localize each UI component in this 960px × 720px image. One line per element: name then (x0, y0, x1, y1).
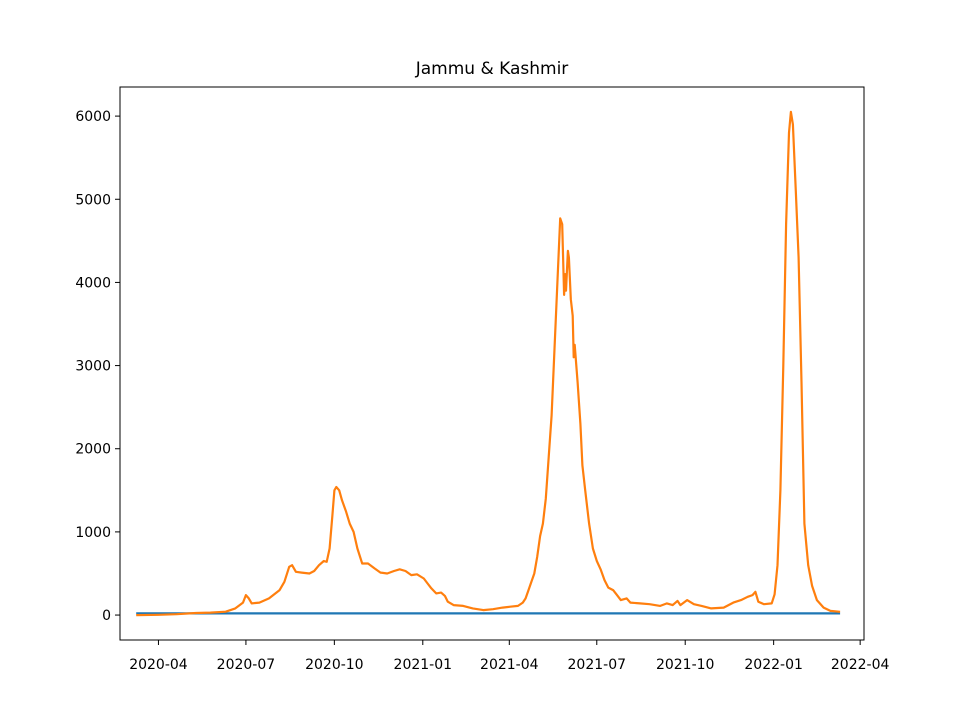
y-tick-label: 4000 (75, 275, 111, 291)
x-tick-label: 2021-04 (480, 657, 539, 673)
y-tick-label: 5000 (75, 192, 111, 208)
plot-series (136, 110, 841, 617)
x-tick-label: 2022-01 (744, 657, 803, 673)
y-tick-label: 6000 (75, 109, 111, 125)
plot-frame (119, 86, 865, 641)
x-tick-label: 2021-01 (394, 657, 453, 673)
y-tick-label: 2000 (75, 442, 111, 458)
series-line-2 (136, 110, 841, 617)
y-tick-label: 0 (102, 608, 111, 624)
x-tick-label: 2020-04 (129, 657, 188, 673)
x-axis: 2020-04 2020-07 2020-10 2021-01 2021-04 2021-… (129, 640, 889, 673)
chart-title: Jammu & Kashmir (415, 59, 569, 79)
x-tick-label: 2020-07 (217, 657, 276, 673)
y-tick-label: 3000 (75, 359, 111, 375)
x-tick-label: 2020-10 (305, 657, 364, 673)
x-tick-label: 2022-04 (831, 657, 890, 673)
y-tick-label: 1000 (75, 525, 111, 541)
x-tick-label: 2021-10 (656, 657, 715, 673)
y-axis: 0 1000 2000 3000 4000 5000 6000 (75, 109, 120, 624)
x-tick-label: 2021-07 (568, 657, 627, 673)
